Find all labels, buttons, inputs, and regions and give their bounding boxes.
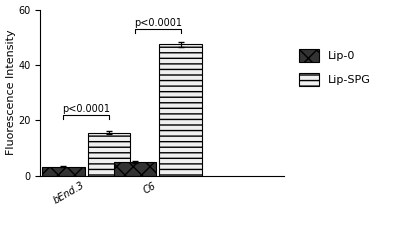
Bar	[114, 162, 156, 176]
Text: p<0.0001: p<0.0001	[62, 104, 110, 114]
Bar	[159, 44, 202, 176]
Bar	[88, 133, 130, 176]
Legend: Lip-0, Lip-SPG: Lip-0, Lip-SPG	[295, 45, 376, 90]
Y-axis label: Fluorescence Intensity: Fluorescence Intensity	[6, 30, 15, 155]
Text: p<0.0001: p<0.0001	[134, 18, 182, 28]
Bar	[42, 167, 85, 176]
